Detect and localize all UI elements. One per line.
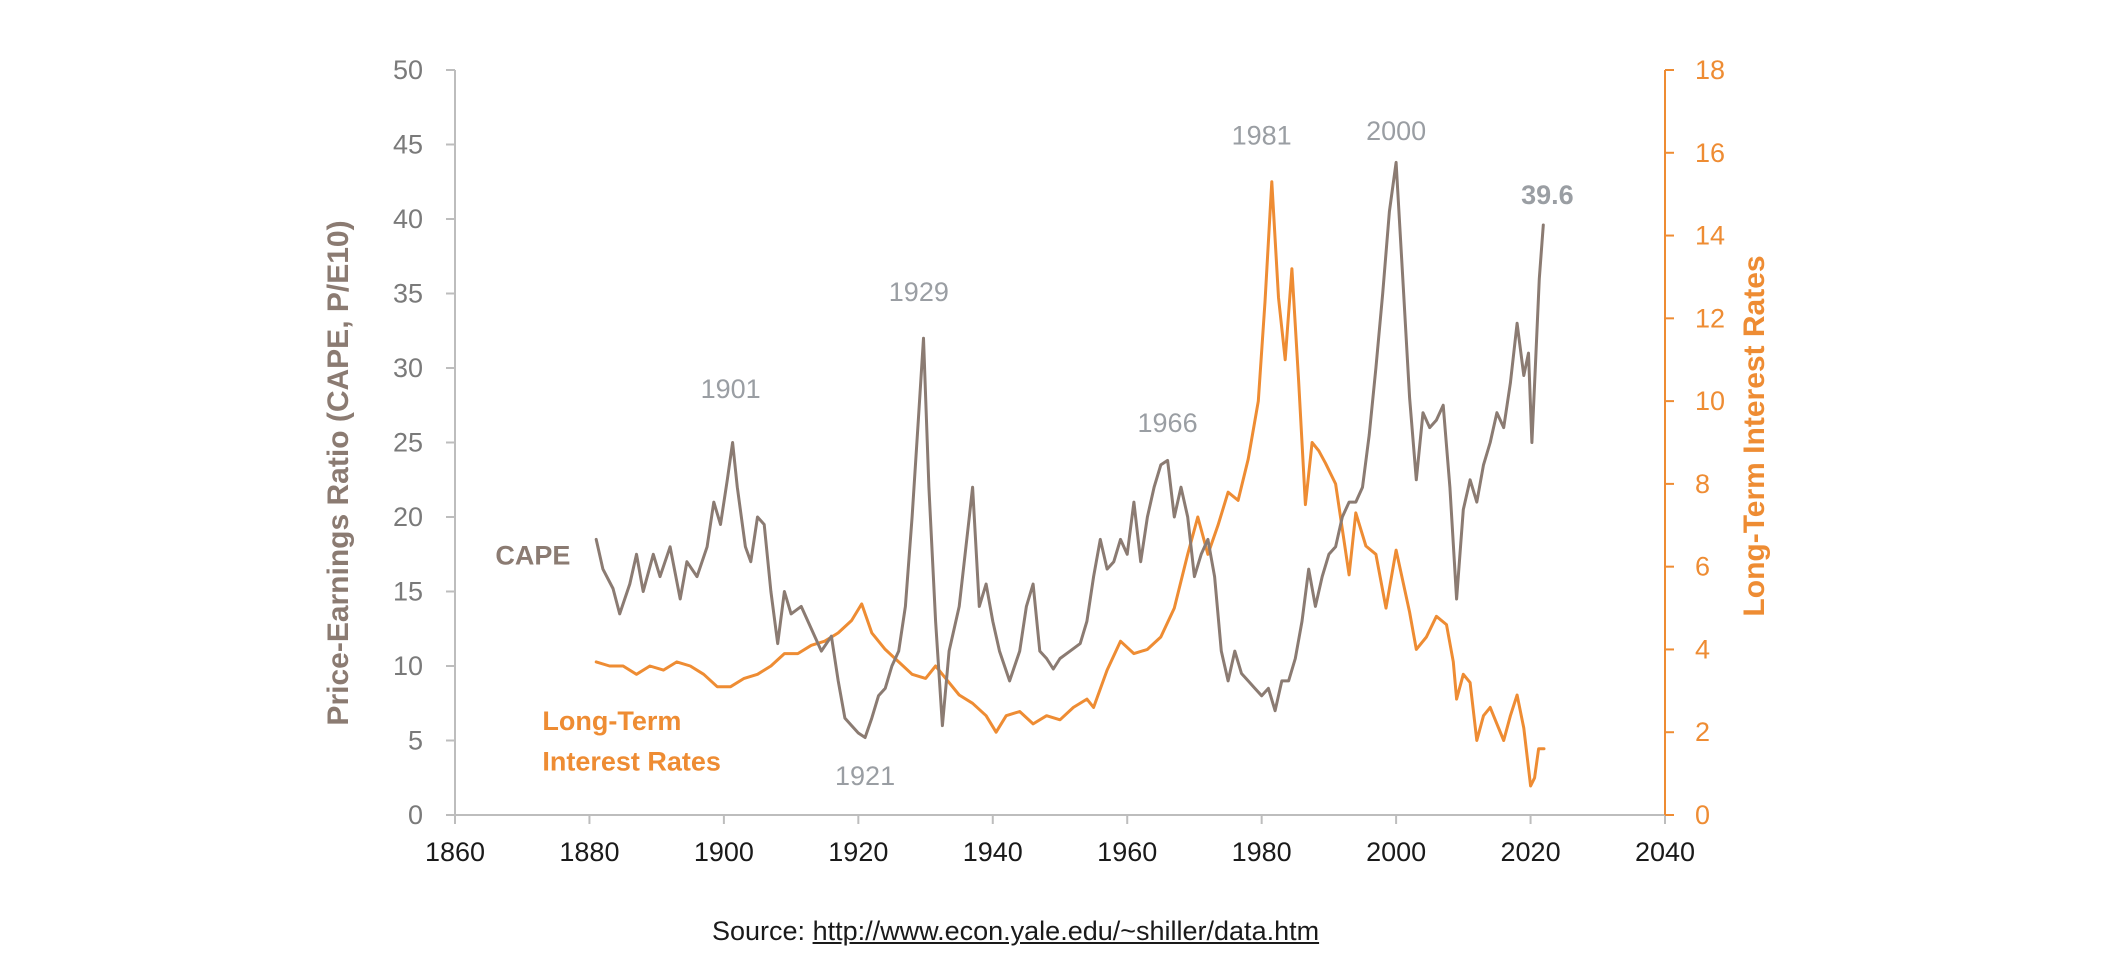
series-line-cape xyxy=(594,160,1545,739)
x-tick-label: 1860 xyxy=(425,837,485,867)
right-y-tick-label: 6 xyxy=(1695,552,1710,582)
annotation-label: 39.6 xyxy=(1521,180,1574,210)
left-y-tick-label: 20 xyxy=(393,502,423,532)
right-y-tick-label: 14 xyxy=(1695,221,1725,251)
left-y-tick-label: 40 xyxy=(393,204,423,234)
right-y-tick-label: 4 xyxy=(1695,634,1710,664)
x-tick-label: 1940 xyxy=(963,837,1023,867)
right-y-axis-ticks: 0 2 4 6 8 10 12 14 16 18 xyxy=(1665,55,1725,830)
annotation-label: 2000 xyxy=(1366,116,1426,146)
x-tick-label: 1920 xyxy=(828,837,888,867)
x-tick-label: 1980 xyxy=(1232,837,1292,867)
left-y-tick-label: 10 xyxy=(393,651,423,681)
annotation-label: 1901 xyxy=(701,374,761,404)
series-label: CAPE xyxy=(495,541,570,571)
left-y-tick-label: 15 xyxy=(393,577,423,607)
source-note: Source: http://www.econ.yale.edu/~shille… xyxy=(712,916,1319,947)
right-y-tick-label: 16 xyxy=(1695,138,1725,168)
x-tick-label: 2040 xyxy=(1635,837,1695,867)
series-label: Interest Rates xyxy=(542,746,721,776)
left-y-tick-label: 35 xyxy=(393,279,423,309)
x-axis-ticks: 1860 1880 1900 1920 1940 1960 1980 2000 2020 2040 xyxy=(425,815,1695,867)
axes xyxy=(454,70,1666,816)
left-y-tick-label: 25 xyxy=(393,428,423,458)
annotations: 1901 1929 1921 1966 1981 2000 39.6 xyxy=(701,116,1574,791)
left-y-axis-title: Price-Earnings Ratio (CAPE, P/E10) xyxy=(322,220,355,725)
right-y-tick-label: 10 xyxy=(1695,386,1725,416)
left-y-axis-ticks: 0 5 10 15 20 25 30 35 40 45 50 xyxy=(393,55,455,830)
left-y-tick-label: 50 xyxy=(393,55,423,85)
annotation-label: 1921 xyxy=(835,761,895,791)
x-tick-label: 2020 xyxy=(1501,837,1561,867)
left-y-tick-label: 45 xyxy=(393,130,423,160)
x-tick-label: 1960 xyxy=(1097,837,1157,867)
x-tick-label: 2000 xyxy=(1366,837,1426,867)
right-y-tick-label: 8 xyxy=(1695,469,1710,499)
left-y-tick-label: 30 xyxy=(393,353,423,383)
right-y-tick-label: 2 xyxy=(1695,717,1710,747)
right-y-tick-label: 12 xyxy=(1695,303,1725,333)
x-tick-label: 1880 xyxy=(559,837,619,867)
right-y-axis-title: Long-Term Interest Rates xyxy=(1738,255,1771,616)
right-y-tick-label: 18 xyxy=(1695,55,1725,85)
series-line-long-term-interest-rates xyxy=(594,180,1546,788)
annotation-label: 1929 xyxy=(889,277,949,307)
annotation-label: 1966 xyxy=(1138,408,1198,438)
series-label: Long-Term xyxy=(542,706,681,736)
source-label: Source: xyxy=(712,916,813,946)
right-y-tick-label: 0 xyxy=(1695,800,1710,830)
left-y-tick-label: 5 xyxy=(408,726,423,756)
series-labels: CAPE Long-Term Interest Rates xyxy=(495,541,721,777)
annotation-label: 1981 xyxy=(1232,121,1292,151)
x-tick-label: 1900 xyxy=(694,837,754,867)
left-y-tick-label: 0 xyxy=(408,800,423,830)
source-link[interactable]: http://www.econ.yale.edu/~shiller/data.h… xyxy=(812,916,1320,946)
